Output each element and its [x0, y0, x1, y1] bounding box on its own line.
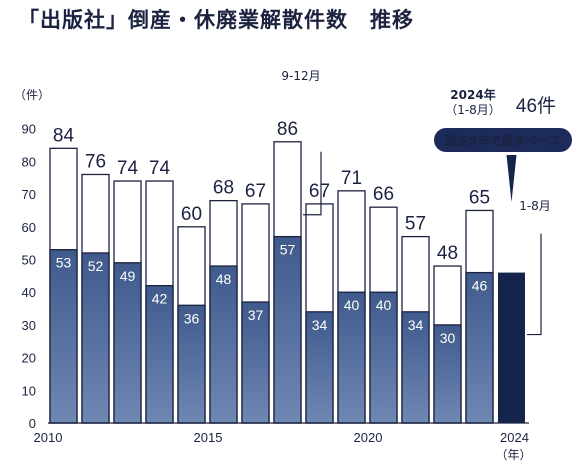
highlight-period: （1-8月）: [445, 103, 501, 117]
bar-segment: [209, 265, 238, 424]
inner-label: 40: [376, 297, 392, 313]
total-label: 71: [341, 168, 362, 189]
bar-segment: [177, 304, 206, 424]
total-label: 84: [53, 125, 75, 146]
total-label: 74: [149, 158, 171, 179]
y-tick-label: 40: [22, 285, 36, 300]
total-label: 76: [85, 151, 106, 172]
x-axis-label: （年）: [495, 448, 531, 462]
pointer-triangle: [506, 155, 517, 202]
badge-label: 過去5年で最多ペース: [444, 133, 561, 148]
total-label: 65: [469, 187, 490, 208]
inner-label: 40: [344, 297, 360, 313]
total-label: 86: [277, 119, 298, 140]
bar-segment: [337, 291, 366, 424]
inner-label: 57: [280, 242, 296, 258]
inner-label: 46: [472, 278, 488, 294]
bar-segment: [81, 252, 110, 424]
chart-title: 「出版社」倒産・休廃業解散件数 推移: [18, 8, 414, 32]
total-label: 60: [181, 204, 202, 225]
inner-label: 36: [184, 310, 200, 326]
annotation-9-12: 9-12月: [281, 69, 320, 83]
total-label: 67: [245, 181, 266, 202]
inner-label: 37: [248, 307, 264, 323]
bar-segment: [305, 311, 334, 424]
x-tick-label: 2010: [34, 430, 63, 445]
bar-segment: [49, 249, 78, 424]
y-tick-label: 70: [22, 187, 36, 202]
inner-label: 48: [216, 271, 232, 287]
inner-label: 34: [312, 317, 328, 333]
total-label: 66: [373, 184, 394, 205]
total-label: 74: [117, 158, 139, 179]
x-tick-label: 2024: [500, 430, 529, 445]
y-tick-label: 60: [22, 220, 36, 235]
highlight-value: 46件: [516, 95, 556, 117]
total-label: 48: [437, 243, 458, 264]
bars: 84 53 76 52 74 49 74 42 60 36 68 48 67 37 86 57 67 34 71 40…: [49, 119, 525, 424]
x-tick-label: 2020: [354, 430, 383, 445]
highlight-badge: [434, 128, 572, 152]
inner-label: 30: [440, 330, 456, 346]
bar-segment: [113, 262, 142, 424]
bar-segment: [433, 324, 462, 424]
bracket-2024: [527, 233, 542, 336]
x-tick-label: 2015: [194, 430, 223, 445]
y-axis-label: （件）: [14, 88, 50, 102]
y-tick-label: 10: [22, 383, 36, 398]
bar-2024: [498, 272, 525, 423]
y-tick-label: 20: [22, 351, 36, 366]
x-axis: 2010 2015 2020 2024 （年）: [34, 422, 532, 462]
bar-segment: [465, 271, 494, 424]
inner-label: 53: [56, 255, 72, 271]
total-label: 68: [213, 178, 234, 199]
bar-segment: [241, 301, 270, 424]
bar-segment: [273, 235, 302, 424]
y-tick-label: 90: [22, 122, 36, 137]
inner-label: 49: [120, 268, 136, 284]
y-tick-label: 30: [22, 318, 36, 333]
annotation-1-8: 1-8月: [519, 199, 551, 213]
bracket-2017: [303, 151, 322, 216]
inner-label: 52: [88, 258, 104, 274]
bar-segment: [369, 291, 398, 424]
total-label: 67: [309, 181, 330, 202]
highlight-year: 2024年: [450, 87, 495, 102]
y-tick-label: 50: [22, 253, 36, 268]
inner-label: 34: [408, 317, 424, 333]
bar-segment: [401, 311, 430, 424]
y-tick-label: 0: [29, 416, 36, 431]
y-axis: （件） 0 10 20 30 40 50 60 70 80 90: [14, 88, 50, 431]
inner-label: 42: [152, 291, 168, 307]
total-label: 57: [405, 214, 426, 235]
y-tick-label: 80: [22, 154, 36, 169]
